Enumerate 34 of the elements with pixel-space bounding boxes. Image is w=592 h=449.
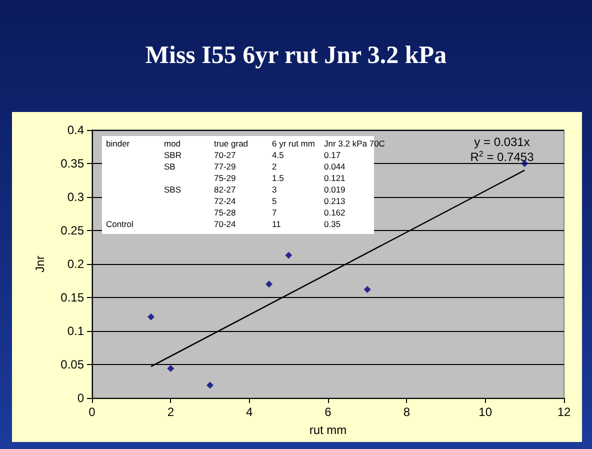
x-tick-label: 12 <box>557 405 571 419</box>
text: SBR 70-27 4.5 0.17 <box>164 150 341 160</box>
y-tick-label: 0.05 <box>60 358 84 372</box>
y-tick-label: 0 <box>77 391 84 405</box>
chart-title: Miss I55 6yr rut Jnr 3.2 kPa <box>144 42 448 70</box>
y-tick-label: 0.1 <box>67 324 84 338</box>
y-tick-label: 0.15 <box>60 290 84 304</box>
point <box>266 280 272 288</box>
x-tick-label: 0 <box>88 405 96 419</box>
point <box>364 286 371 293</box>
y-tick-label: 0.2 <box>67 257 84 271</box>
y-axis-title: Jnr <box>33 256 47 272</box>
x-tick-label: 4 <box>246 405 253 419</box>
point <box>206 382 214 389</box>
y-tick-label: 0.4 <box>67 123 84 137</box>
text: SB 77-29 2 0.044 <box>164 162 346 172</box>
annotation: y = 0.031x <box>474 135 530 149</box>
text: 72-24 5 0.213 <box>214 196 346 206</box>
y-tick-label: 0.3 <box>67 190 84 204</box>
y-tick-label: 0.35 <box>60 156 84 170</box>
x-axis-title: rut mm <box>309 423 347 437</box>
x-tick-label: 8 <box>403 405 410 419</box>
x-tick-label: 2 <box>167 405 174 419</box>
text: 75-28 7 0.162 <box>214 208 346 218</box>
x-tick-label: 10 <box>478 405 492 419</box>
text: binder mod true grad 6 yr rut mm Jnr 3.2 kPa 70C <box>106 138 385 148</box>
y-tick-label: 0.25 <box>60 224 84 238</box>
point <box>148 313 154 320</box>
text: 75-29 1.5 0.121 <box>214 173 346 183</box>
x-tick-label: 6 <box>324 405 332 419</box>
point <box>167 365 174 372</box>
text: SBS 82-27 3 0.019 <box>164 184 346 194</box>
point <box>285 252 292 259</box>
text: Control 70-24 11 0.35 <box>106 219 341 229</box>
